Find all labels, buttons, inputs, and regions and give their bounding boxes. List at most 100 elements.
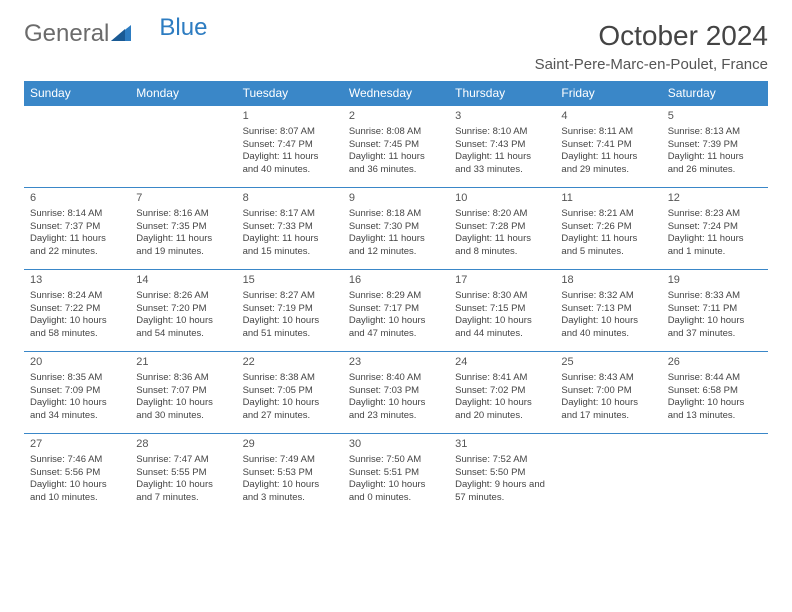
daylight-text: Daylight: 10 hours and 13 minutes.	[668, 397, 762, 423]
sunset-text: Sunset: 7:37 PM	[30, 221, 124, 234]
sunset-text: Sunset: 7:20 PM	[136, 303, 230, 316]
dayhdr-tuesday: Tuesday	[237, 81, 343, 106]
daylight-text: Daylight: 10 hours and 34 minutes.	[30, 397, 124, 423]
sunrise-text: Sunrise: 8:40 AM	[349, 372, 443, 385]
calendar-body: 1Sunrise: 8:07 AMSunset: 7:47 PMDaylight…	[24, 106, 768, 516]
sunset-text: Sunset: 7:00 PM	[561, 385, 655, 398]
day-cell: 17Sunrise: 8:30 AMSunset: 7:15 PMDayligh…	[449, 270, 555, 352]
day-number: 12	[668, 191, 762, 206]
sunset-text: Sunset: 5:53 PM	[243, 467, 337, 480]
week-row: 13Sunrise: 8:24 AMSunset: 7:22 PMDayligh…	[24, 270, 768, 352]
dayhdr-saturday: Saturday	[662, 81, 768, 106]
brand-part2: Blue	[159, 14, 207, 42]
day-cell: 4Sunrise: 8:11 AMSunset: 7:41 PMDaylight…	[555, 106, 661, 188]
daylight-text: Daylight: 10 hours and 51 minutes.	[243, 315, 337, 341]
sunrise-text: Sunrise: 8:26 AM	[136, 290, 230, 303]
sunset-text: Sunset: 5:55 PM	[136, 467, 230, 480]
daylight-text: Daylight: 11 hours and 33 minutes.	[455, 151, 549, 177]
sunrise-text: Sunrise: 7:47 AM	[136, 454, 230, 467]
day-number: 6	[30, 191, 124, 206]
sunset-text: Sunset: 7:24 PM	[668, 221, 762, 234]
sunset-text: Sunset: 7:45 PM	[349, 139, 443, 152]
daylight-text: Daylight: 11 hours and 29 minutes.	[561, 151, 655, 177]
day-cell: 19Sunrise: 8:33 AMSunset: 7:11 PMDayligh…	[662, 270, 768, 352]
day-number: 10	[455, 191, 549, 206]
day-number: 4	[561, 109, 655, 124]
day-number: 28	[136, 437, 230, 452]
dayhdr-wednesday: Wednesday	[343, 81, 449, 106]
day-cell: 6Sunrise: 8:14 AMSunset: 7:37 PMDaylight…	[24, 188, 130, 270]
day-cell: 18 Sunrise: 8:32 AMSunset: 7:13 PMDayligh…	[555, 270, 661, 352]
daylight-text: Daylight: 11 hours and 8 minutes.	[455, 233, 549, 259]
daylight-text: Daylight: 11 hours and 19 minutes.	[136, 233, 230, 259]
sunset-text: Sunset: 7:22 PM	[30, 303, 124, 316]
day-cell: 9Sunrise: 8:18 AMSunset: 7:30 PMDaylight…	[343, 188, 449, 270]
sunrise-text: Sunrise: 8:29 AM	[349, 290, 443, 303]
sunrise-text: Sunrise: 8:24 AM	[30, 290, 124, 303]
sunrise-text: Sunrise: 8:16 AM	[136, 208, 230, 221]
day-cell: 21Sunrise: 8:36 AMSunset: 7:07 PMDayligh…	[130, 352, 236, 434]
week-row: 1Sunrise: 8:07 AMSunset: 7:47 PMDaylight…	[24, 106, 768, 188]
month-title: October 2024	[535, 20, 768, 52]
sunset-text: Sunset: 6:58 PM	[668, 385, 762, 398]
sunset-text: Sunset: 5:51 PM	[349, 467, 443, 480]
sunset-text: Sunset: 7:11 PM	[668, 303, 762, 316]
day-cell: 7Sunrise: 8:16 AMSunset: 7:35 PMDaylight…	[130, 188, 236, 270]
day-cell: 30Sunrise: 7:50 AMSunset: 5:51 PMDayligh…	[343, 434, 449, 516]
day-cell	[24, 106, 130, 188]
sunrise-text: Sunrise: 7:46 AM	[30, 454, 124, 467]
day-number: 8	[243, 191, 337, 206]
daylight-text: Daylight: 10 hours and 7 minutes.	[136, 479, 230, 505]
sunset-text: Sunset: 7:03 PM	[349, 385, 443, 398]
sunset-text: Sunset: 7:09 PM	[30, 385, 124, 398]
day-cell	[130, 106, 236, 188]
day-number: 18	[561, 273, 655, 288]
daylight-text: Daylight: 9 hours and 57 minutes.	[455, 479, 549, 505]
sunrise-text: Sunrise: 8:21 AM	[561, 208, 655, 221]
day-cell: 25Sunrise: 8:43 AMSunset: 7:00 PMDayligh…	[555, 352, 661, 434]
daylight-text: Daylight: 11 hours and 22 minutes.	[30, 233, 124, 259]
day-number: 15	[243, 273, 337, 288]
day-cell	[662, 434, 768, 516]
sunset-text: Sunset: 7:07 PM	[136, 385, 230, 398]
day-cell: 24Sunrise: 8:41 AMSunset: 7:02 PMDayligh…	[449, 352, 555, 434]
sunrise-text: Sunrise: 8:30 AM	[455, 290, 549, 303]
sunrise-text: Sunrise: 8:35 AM	[30, 372, 124, 385]
daylight-text: Daylight: 10 hours and 40 minutes.	[561, 315, 655, 341]
daylight-text: Daylight: 10 hours and 10 minutes.	[30, 479, 124, 505]
day-number: 30	[349, 437, 443, 452]
sunset-text: Sunset: 7:39 PM	[668, 139, 762, 152]
daylight-text: Daylight: 10 hours and 47 minutes.	[349, 315, 443, 341]
sunrise-text: Sunrise: 8:23 AM	[668, 208, 762, 221]
header: General Blue October 2024 Saint-Pere-Mar…	[24, 20, 768, 73]
sunset-text: Sunset: 7:26 PM	[561, 221, 655, 234]
sunset-text: Sunset: 7:13 PM	[561, 303, 655, 316]
day-cell: 1Sunrise: 8:07 AMSunset: 7:47 PMDaylight…	[237, 106, 343, 188]
dayhdr-sunday: Sunday	[24, 81, 130, 106]
day-cell: 23Sunrise: 8:40 AMSunset: 7:03 PMDayligh…	[343, 352, 449, 434]
sunrise-text: Sunrise: 8:36 AM	[136, 372, 230, 385]
sunset-text: Sunset: 7:05 PM	[243, 385, 337, 398]
sunset-text: Sunset: 7:41 PM	[561, 139, 655, 152]
sunset-text: Sunset: 7:02 PM	[455, 385, 549, 398]
day-cell: 28 Sunrise: 7:47 AMSunset: 5:55 PMDayligh…	[130, 434, 236, 516]
sunrise-text: Sunrise: 8:32 AM	[561, 290, 655, 303]
sunrise-text: Sunrise: 8:13 AM	[668, 126, 762, 139]
daylight-text: Daylight: 10 hours and 23 minutes.	[349, 397, 443, 423]
daylight-text: Daylight: 10 hours and 20 minutes.	[455, 397, 549, 423]
day-cell: 29Sunrise: 7:49 AMSunset: 5:53 PMDayligh…	[237, 434, 343, 516]
day-cell: 12Sunrise: 8:23 AMSunset: 7:24 PMDayligh…	[662, 188, 768, 270]
daylight-text: Daylight: 11 hours and 5 minutes.	[561, 233, 655, 259]
brand-part1: General	[24, 20, 109, 48]
sunset-text: Sunset: 7:30 PM	[349, 221, 443, 234]
daylight-text: Daylight: 11 hours and 36 minutes.	[349, 151, 443, 177]
daylight-text: Daylight: 11 hours and 26 minutes.	[668, 151, 762, 177]
day-cell: 15Sunrise: 8:27 AMSunset: 7:19 PMDayligh…	[237, 270, 343, 352]
day-cell: 26Sunrise: 8:44 AMSunset: 6:58 PMDayligh…	[662, 352, 768, 434]
daylight-text: Daylight: 10 hours and 0 minutes.	[349, 479, 443, 505]
sunrise-text: Sunrise: 8:27 AM	[243, 290, 337, 303]
day-number: 11	[561, 191, 655, 206]
sunrise-text: Sunrise: 8:33 AM	[668, 290, 762, 303]
sunrise-text: Sunrise: 8:44 AM	[668, 372, 762, 385]
day-number: 22	[243, 355, 337, 370]
